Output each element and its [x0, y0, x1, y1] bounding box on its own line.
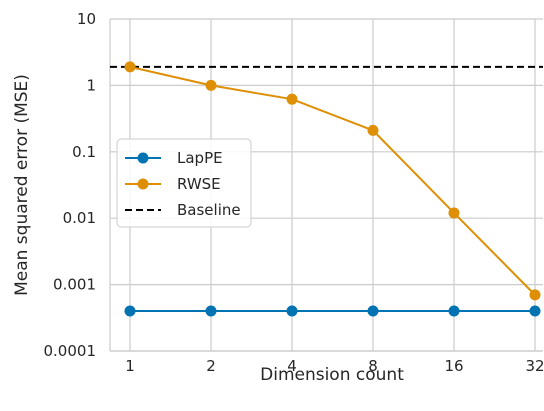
data-point-lappe [205, 305, 217, 317]
y-tick-label: 1 [86, 76, 96, 94]
x-tick-label: 2 [206, 357, 216, 375]
data-point-lappe [367, 305, 379, 317]
x-axis-label: Dimension count [260, 365, 404, 385]
legend-box [116, 138, 252, 228]
data-point-rwse [367, 124, 379, 136]
legend-label: Baseline [177, 201, 241, 219]
x-tick-label: 16 [444, 357, 463, 375]
y-tick-label: 10 [77, 10, 96, 28]
data-point-lappe [124, 305, 136, 317]
tick-labels: 0.0001 0.001 0.01 0.1 1 10 1 2 4 8 16 32 [44, 10, 544, 375]
data-point-rwse [529, 289, 541, 301]
legend: LapPE RWSE Baseline [116, 138, 252, 228]
data-point-rwse [286, 93, 298, 105]
legend-label: RWSE [177, 175, 221, 193]
data-point-lappe [286, 305, 298, 317]
y-axis-label: Mean squared error (MSE) [12, 74, 32, 296]
y-tick-label: 0.001 [53, 276, 96, 294]
data-point-lappe [448, 305, 460, 317]
y-tick-label: 0.01 [63, 209, 96, 227]
legend-swatch-marker [137, 152, 149, 164]
series-line-rwse [129, 65, 536, 296]
x-tick-label: 32 [525, 357, 544, 375]
x-tick-label: 4 [287, 357, 297, 375]
data-point-lappe [529, 305, 541, 317]
y-tick-label: 0.0001 [44, 342, 97, 360]
x-tick-label: 1 [125, 357, 135, 375]
series-layer [110, 61, 543, 317]
y-tick-label: 0.1 [72, 143, 96, 161]
legend-swatch-marker [137, 178, 149, 190]
data-point-rwse [448, 207, 460, 219]
x-tick-label: 8 [368, 357, 378, 375]
data-point-rwse [205, 79, 217, 91]
legend-label: LapPE [177, 149, 223, 167]
data-point-rwse [124, 61, 136, 73]
